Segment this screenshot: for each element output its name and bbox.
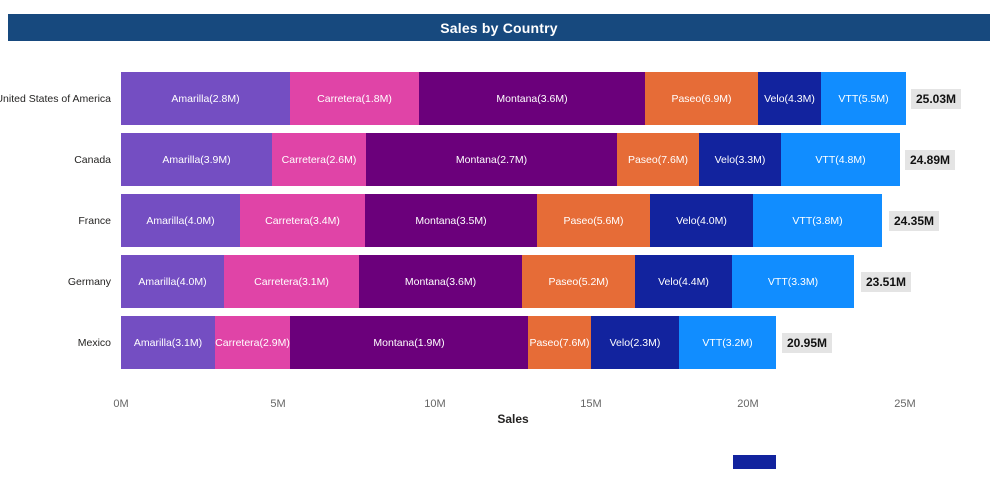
bar-segment-amarilla[interactable]: Amarilla(4.0M) bbox=[121, 194, 240, 247]
bar-segment-paseo[interactable]: Paseo(6.9M) bbox=[645, 72, 758, 125]
category-label: United States of America bbox=[0, 92, 111, 105]
bar-segment-montana[interactable]: Montana(3.6M) bbox=[359, 255, 522, 308]
bar-segment-montana[interactable]: Montana(3.6M) bbox=[419, 72, 645, 125]
bar-segment-vtt[interactable]: VTT(4.8M) bbox=[781, 133, 900, 186]
bar-segment-velo[interactable]: Velo(4.3M) bbox=[758, 72, 821, 125]
total-label: 23.51M bbox=[861, 271, 912, 292]
stacked-bar: Amarilla(4.0M) Carretera(3.4M) Montana(3.5… bbox=[121, 194, 882, 247]
bar-segment-carretera[interactable]: Carretera(1.8M) bbox=[290, 72, 419, 125]
bar-segment-velo[interactable]: Velo(3.3M) bbox=[699, 133, 781, 186]
stacked-bar: Amarilla(3.9M) Carretera(2.6M) Montana(2.7… bbox=[121, 133, 900, 186]
bar-segment-velo[interactable]: Velo(2.3M) bbox=[591, 316, 679, 369]
bottom-accent-rect bbox=[733, 455, 776, 469]
bar-segment-vtt[interactable]: VTT(3.3M) bbox=[732, 255, 854, 308]
x-axis-ticks: 0M 5M 10M 15M 20M 25M bbox=[113, 398, 915, 412]
chart-row: Mexico Amarilla(3.1M) Carretera(2.9M) Monta… bbox=[0, 316, 998, 369]
bar-segment-montana[interactable]: Montana(2.7M) bbox=[366, 133, 617, 186]
bar-segment-paseo[interactable]: Paseo(5.2M) bbox=[522, 255, 635, 308]
category-label: Canada bbox=[74, 153, 111, 166]
total-label: 24.35M bbox=[889, 210, 940, 231]
x-tick: 25M bbox=[894, 398, 916, 410]
bar-segment-paseo[interactable]: Paseo(7.6M) bbox=[617, 133, 699, 186]
stacked-bar: Amarilla(3.1M) Carretera(2.9M) Montana(1.9… bbox=[121, 316, 776, 369]
bar-segment-carretera[interactable]: Carretera(3.1M) bbox=[224, 255, 359, 308]
stacked-bar: Amarilla(4.0M) Carretera(3.1M) Montana(3.6… bbox=[121, 255, 854, 308]
category-label: Germany bbox=[67, 275, 111, 288]
x-tick: 20M bbox=[737, 398, 759, 410]
bar-segment-amarilla[interactable]: Amarilla(2.8M) bbox=[121, 72, 290, 125]
bar-segment-montana[interactable]: Montana(3.5M) bbox=[365, 194, 537, 247]
bar-segment-carretera[interactable]: Carretera(3.4M) bbox=[240, 194, 365, 247]
category-label: France bbox=[78, 214, 111, 227]
bar-segment-carretera[interactable]: Carretera(2.9M) bbox=[215, 316, 290, 369]
bar-segment-paseo[interactable]: Paseo(5.6M) bbox=[537, 194, 650, 247]
chart-row: United States of America Amarilla(2.8M) Ca… bbox=[0, 72, 998, 125]
bar-segment-velo[interactable]: Velo(4.4M) bbox=[635, 255, 732, 308]
x-tick: 0M bbox=[113, 398, 129, 410]
bar-segment-amarilla[interactable]: Amarilla(3.1M) bbox=[121, 316, 215, 369]
bar-segment-amarilla[interactable]: Amarilla(3.9M) bbox=[121, 133, 272, 186]
category-label: Mexico bbox=[77, 336, 111, 349]
bar-segment-vtt[interactable]: VTT(3.8M) bbox=[753, 194, 882, 247]
bar-segment-montana[interactable]: Montana(1.9M) bbox=[290, 316, 528, 369]
bar-segment-vtt[interactable]: VTT(5.5M) bbox=[821, 72, 906, 125]
report-title: Sales by Country bbox=[440, 19, 558, 36]
bar-segment-velo[interactable]: Velo(4.0M) bbox=[650, 194, 753, 247]
x-tick: 15M bbox=[580, 398, 602, 410]
chart-row: Canada Amarilla(3.9M) Carretera(2.6M) Monta… bbox=[0, 133, 998, 186]
bar-segment-amarilla[interactable]: Amarilla(4.0M) bbox=[121, 255, 224, 308]
bar-segment-vtt[interactable]: VTT(3.2M) bbox=[679, 316, 776, 369]
report-title-bar: Sales by Country bbox=[8, 14, 990, 41]
x-axis-label: Sales bbox=[497, 412, 529, 426]
total-label: 20.95M bbox=[782, 332, 833, 353]
total-label: 25.03M bbox=[911, 88, 962, 109]
bar-segment-carretera[interactable]: Carretera(2.6M) bbox=[272, 133, 366, 186]
x-tick: 10M bbox=[424, 398, 446, 410]
bar-segment-paseo[interactable]: Paseo(7.6M) bbox=[528, 316, 591, 369]
chart-row: Germany Amarilla(4.0M) Carretera(3.1M) Mont… bbox=[0, 255, 998, 308]
chart-row: France Amarilla(4.0M) Carretera(3.4M) Monta… bbox=[0, 194, 998, 247]
x-tick: 5M bbox=[270, 398, 286, 410]
stacked-bar: Amarilla(2.8M) Carretera(1.8M) Montana(3.6… bbox=[121, 72, 906, 125]
total-label: 24.89M bbox=[905, 149, 956, 170]
